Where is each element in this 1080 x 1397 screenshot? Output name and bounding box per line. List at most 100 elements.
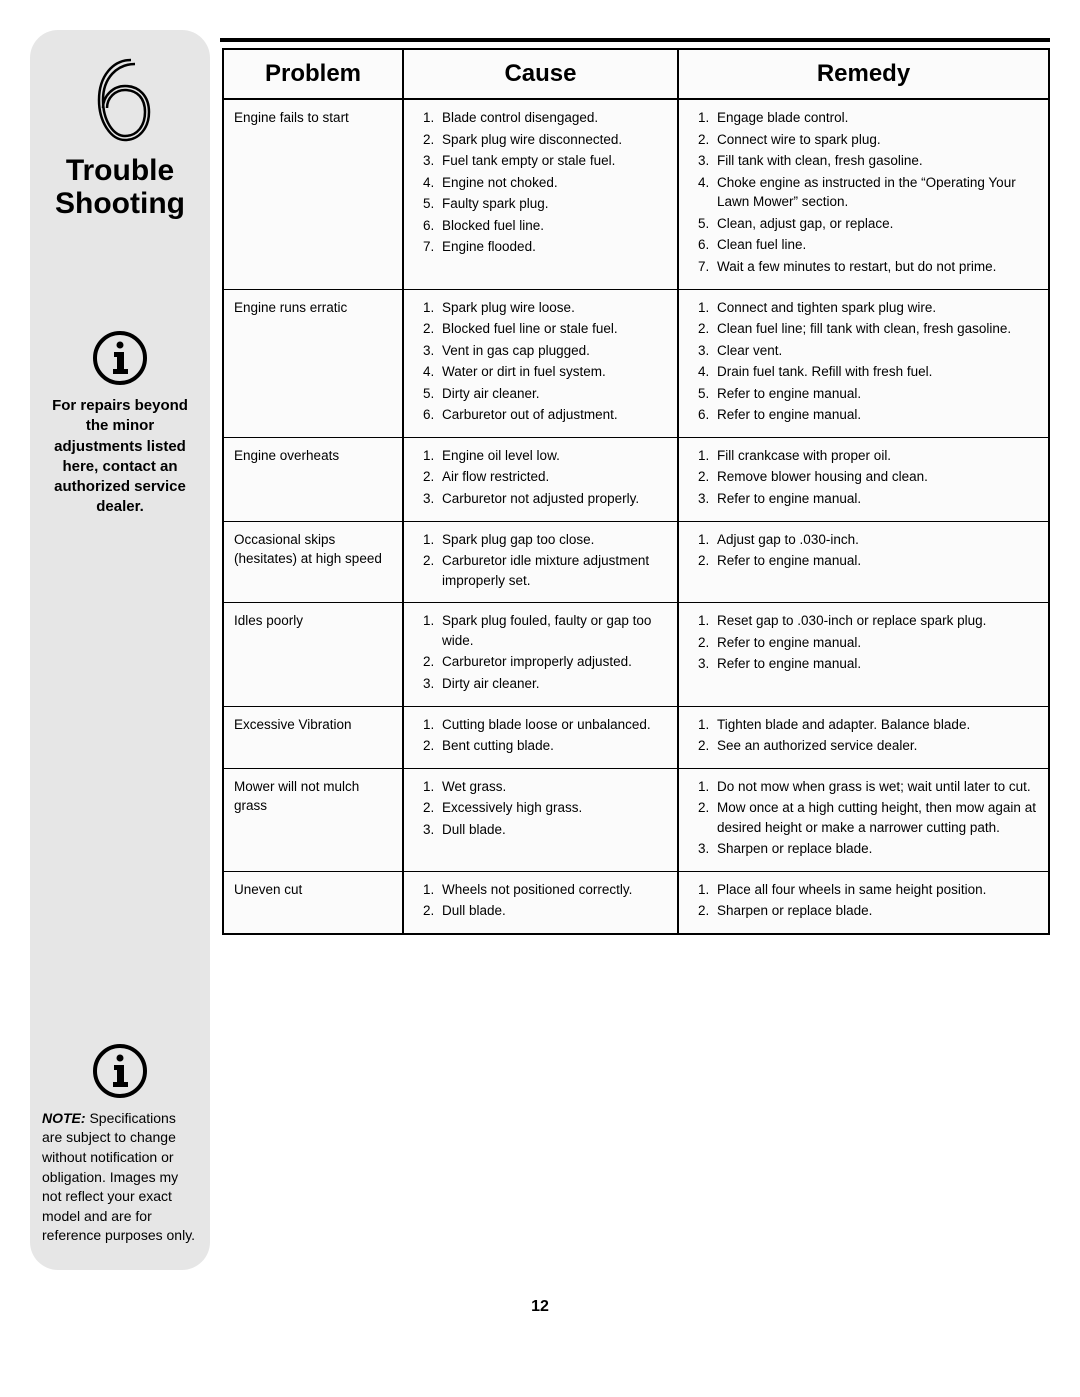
cause-item: Blade control disengaged. xyxy=(438,108,667,128)
remedy-item: See an authorized service dealer. xyxy=(713,736,1038,756)
remedy-item: Refer to engine manual. xyxy=(713,551,1038,571)
cause-item: Dull blade. xyxy=(438,820,667,840)
cause-item: Air flow restricted. xyxy=(438,467,667,487)
remedy-item: Refer to engine manual. xyxy=(713,405,1038,425)
remedy-item: Remove blower housing and clean. xyxy=(713,467,1038,487)
sidebar: Trouble Shooting For repairs beyond the … xyxy=(30,30,210,1270)
page-number: 12 xyxy=(30,1298,1050,1316)
table-row: Engine overheatsEngine oil level low.Air… xyxy=(223,437,1049,521)
cause-cell: Spark plug fouled, faulty or gap too wid… xyxy=(403,603,678,706)
repair-callout: For repairs beyond the minor adjustments… xyxy=(40,396,200,518)
remedy-item: Refer to engine manual. xyxy=(713,633,1038,653)
cause-item: Dirty air cleaner. xyxy=(438,384,667,404)
problem-cell: Mower will not mulch grass xyxy=(223,768,403,871)
cause-item: Bent cutting blade. xyxy=(438,736,667,756)
remedy-item: Fill tank with clean, fresh gasoline. xyxy=(713,151,1038,171)
cause-cell: Spark plug gap too close.Carburetor idle… xyxy=(403,521,678,603)
remedy-item: Do not mow when grass is wet; wait until… xyxy=(713,777,1038,797)
remedy-item: Connect wire to spark plug. xyxy=(713,130,1038,150)
remedy-cell: Engage blade control.Connect wire to spa… xyxy=(678,99,1049,289)
remedy-item: Clean fuel line; fill tank with clean, f… xyxy=(713,319,1038,339)
table-header-row: Problem Cause Remedy xyxy=(223,49,1049,99)
cause-item: Water or dirt in fuel system. xyxy=(438,362,667,382)
header-cause: Cause xyxy=(403,49,678,99)
remedy-item: Refer to engine manual. xyxy=(713,489,1038,509)
cause-cell: Wet grass.Excessively high grass.Dull bl… xyxy=(403,768,678,871)
header-remedy: Remedy xyxy=(678,49,1049,99)
cause-cell: Wheels not positioned correctly.Dull bla… xyxy=(403,871,678,934)
header-problem: Problem xyxy=(223,49,403,99)
remedy-cell: Tighten blade and adapter. Balance blade… xyxy=(678,706,1049,768)
cause-cell: Engine oil level low.Air flow restricted… xyxy=(403,437,678,521)
table-row: Engine runs erraticSpark plug wire loose… xyxy=(223,289,1049,437)
remedy-item: Clear vent. xyxy=(713,341,1038,361)
troubleshooting-table: Problem Cause Remedy Engine fails to sta… xyxy=(222,48,1050,935)
remedy-item: Engage blade control. xyxy=(713,108,1038,128)
cause-item: Dull blade. xyxy=(438,901,667,921)
table-row: Idles poorly Spark plug fouled, faulty or… xyxy=(223,603,1049,706)
cause-item: Fuel tank empty or stale fuel. xyxy=(438,151,667,171)
remedy-item: Place all four wheels in same height pos… xyxy=(713,880,1038,900)
remedy-item: Mow once at a high cutting height, then … xyxy=(713,798,1038,837)
cause-cell: Cutting blade loose or unbalanced.Bent c… xyxy=(403,706,678,768)
remedy-item: Refer to engine manual. xyxy=(713,654,1038,674)
cause-item: Engine not choked. xyxy=(438,173,667,193)
problem-cell: Engine fails to start xyxy=(223,99,403,289)
cause-item: Excessively high grass. xyxy=(438,798,667,818)
cause-item: Cutting blade loose or unbalanced. xyxy=(438,715,667,735)
cause-cell: Spark plug wire loose.Blocked fuel line … xyxy=(403,289,678,437)
table-row: Engine fails to startBlade control disen… xyxy=(223,99,1049,289)
manual-page: Trouble Shooting For repairs beyond the … xyxy=(0,0,1080,1336)
remedy-cell: Reset gap to .030-inch or replace spark … xyxy=(678,603,1049,706)
cause-item: Carburetor improperly adjusted. xyxy=(438,652,667,672)
info-icon xyxy=(92,1043,148,1099)
note-body: Specifications are subject to change wit… xyxy=(42,1110,195,1244)
cause-item: Spark plug wire loose. xyxy=(438,298,667,318)
section-title: Trouble Shooting xyxy=(55,154,185,220)
remedy-item: Sharpen or replace blade. xyxy=(713,839,1038,859)
top-rule xyxy=(220,38,1050,42)
problem-cell: Uneven cut xyxy=(223,871,403,934)
remedy-item: Refer to engine manual. xyxy=(713,384,1038,404)
remedy-cell: Connect and tighten spark plug wire.Clea… xyxy=(678,289,1049,437)
cause-item: Wet grass. xyxy=(438,777,667,797)
cause-item: Dirty air cleaner. xyxy=(438,674,667,694)
cause-item: Spark plug gap too close. xyxy=(438,530,667,550)
table-row: Uneven cutWheels not positioned correctl… xyxy=(223,871,1049,934)
remedy-item: Sharpen or replace blade. xyxy=(713,901,1038,921)
main-content: Problem Cause Remedy Engine fails to sta… xyxy=(222,30,1050,935)
problem-cell: Engine overheats xyxy=(223,437,403,521)
table-row: Excessive VibrationCutting blade loose o… xyxy=(223,706,1049,768)
remedy-cell: Place all four wheels in same height pos… xyxy=(678,871,1049,934)
cause-cell: Blade control disengaged.Spark plug wire… xyxy=(403,99,678,289)
remedy-item: Drain fuel tank. Refill with fresh fuel. xyxy=(713,362,1038,382)
cause-item: Carburetor not adjusted properly. xyxy=(438,489,667,509)
cause-item: Wheels not positioned correctly. xyxy=(438,880,667,900)
cause-item: Blocked fuel line. xyxy=(438,216,667,236)
note-text: NOTE: Specifications are subject to chan… xyxy=(40,1109,200,1246)
cause-item: Spark plug fouled, faulty or gap too wid… xyxy=(438,611,667,650)
remedy-item: Clean fuel line. xyxy=(713,235,1038,255)
cause-item: Blocked fuel line or stale fuel. xyxy=(438,319,667,339)
problem-cell: Idles poorly xyxy=(223,603,403,706)
cause-item: Vent in gas cap plugged. xyxy=(438,341,667,361)
cause-item: Spark plug wire disconnected. xyxy=(438,130,667,150)
problem-cell: Excessive Vibration xyxy=(223,706,403,768)
cause-item: Carburetor idle mixture adjustment impro… xyxy=(438,551,667,590)
page-layout: Trouble Shooting For repairs beyond the … xyxy=(30,30,1050,1270)
section-number-icon xyxy=(85,54,155,146)
problem-cell: Engine runs erratic xyxy=(223,289,403,437)
note-label: NOTE: xyxy=(42,1110,86,1126)
remedy-cell: Adjust gap to .030-inch.Refer to engine … xyxy=(678,521,1049,603)
remedy-cell: Fill crankcase with proper oil.Remove bl… xyxy=(678,437,1049,521)
remedy-item: Adjust gap to .030-inch. xyxy=(713,530,1038,550)
table-row: Mower will not mulch grassWet grass.Exce… xyxy=(223,768,1049,871)
info-icon xyxy=(92,330,148,386)
cause-item: Carburetor out of adjustment. xyxy=(438,405,667,425)
cause-item: Faulty spark plug. xyxy=(438,194,667,214)
cause-item: Engine oil level low. xyxy=(438,446,667,466)
remedy-item: Wait a few minutes to restart, but do no… xyxy=(713,257,1038,277)
cause-item: Engine flooded. xyxy=(438,237,667,257)
remedy-item: Tighten blade and adapter. Balance blade… xyxy=(713,715,1038,735)
problem-cell: Occasional skips (hesitates) at high spe… xyxy=(223,521,403,603)
